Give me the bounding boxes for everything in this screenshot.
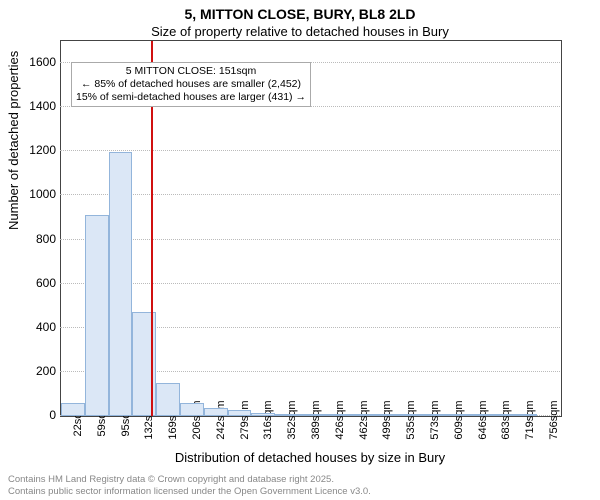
x-tick-label: 719sqm (524, 400, 536, 439)
histogram-bar (61, 403, 85, 416)
y-gridline (60, 150, 560, 151)
y-tick-label: 200 (16, 364, 56, 378)
histogram-bar (418, 414, 442, 416)
x-tick-label: 316sqm (262, 400, 274, 439)
y-tick-label: 600 (16, 276, 56, 290)
x-tick-label: 389sqm (310, 400, 322, 439)
histogram-bar (204, 408, 228, 416)
histogram-bar (85, 215, 109, 416)
y-tick-label: 1200 (16, 143, 56, 157)
x-tick-label: 756sqm (548, 400, 560, 439)
x-tick-label: 279sqm (239, 400, 251, 439)
attribution: Contains HM Land Registry data © Crown c… (8, 474, 371, 497)
y-gridline (60, 239, 560, 240)
y-tick-label: 0 (16, 408, 56, 422)
histogram-bar (323, 414, 347, 416)
histogram-bar (251, 413, 275, 416)
x-tick-label: 242sqm (215, 400, 227, 439)
y-tick-label: 800 (16, 232, 56, 246)
histogram-bar (180, 403, 204, 416)
x-tick-label: 609sqm (453, 400, 465, 439)
histogram-bar (299, 414, 323, 416)
histogram-bar (442, 414, 466, 416)
histogram-bar (132, 312, 156, 416)
chart-subtitle: Size of property relative to detached ho… (0, 24, 600, 39)
y-tick-label: 400 (16, 320, 56, 334)
x-tick-label: 426sqm (334, 400, 346, 439)
x-tick-label: 573sqm (429, 400, 441, 439)
y-axis-label: Number of detached properties (6, 51, 21, 230)
histogram-bar (228, 410, 252, 416)
y-gridline (60, 194, 560, 195)
histogram-bar (347, 414, 371, 416)
x-tick-label: 535sqm (405, 400, 417, 439)
x-tick-label: 646sqm (477, 400, 489, 439)
chart-title: 5, MITTON CLOSE, BURY, BL8 2LD (0, 6, 600, 22)
annotation-line2: ← 85% of detached houses are smaller (2,… (76, 78, 306, 91)
x-tick-label: 683sqm (500, 400, 512, 439)
histogram-bar (371, 414, 395, 416)
histogram-bar (109, 152, 133, 416)
histogram-bar (275, 414, 299, 416)
attribution-line1: Contains HM Land Registry data © Crown c… (8, 474, 371, 485)
y-gridline (60, 283, 560, 284)
annotation-line3: 15% of semi-detached houses are larger (… (76, 91, 306, 104)
histogram-bar (513, 414, 537, 416)
y-tick-label: 1400 (16, 99, 56, 113)
annotation-line1: 5 MITTON CLOSE: 151sqm (76, 65, 306, 78)
x-tick-label: 462sqm (358, 400, 370, 439)
histogram-bar (490, 414, 514, 416)
histogram-bar (466, 414, 490, 416)
annotation-box: 5 MITTON CLOSE: 151sqm ← 85% of detached… (71, 62, 311, 107)
histogram-bar (394, 414, 418, 416)
x-axis-label: Distribution of detached houses by size … (60, 450, 560, 465)
y-tick-label: 1600 (16, 55, 56, 69)
histogram-bar (156, 383, 180, 416)
x-tick-label: 352sqm (286, 400, 298, 439)
x-tick-label: 499sqm (381, 400, 393, 439)
plot-area: 5 MITTON CLOSE: 151sqm ← 85% of detached… (60, 40, 562, 417)
attribution-line2: Contains public sector information licen… (8, 486, 371, 497)
y-tick-label: 1000 (16, 187, 56, 201)
